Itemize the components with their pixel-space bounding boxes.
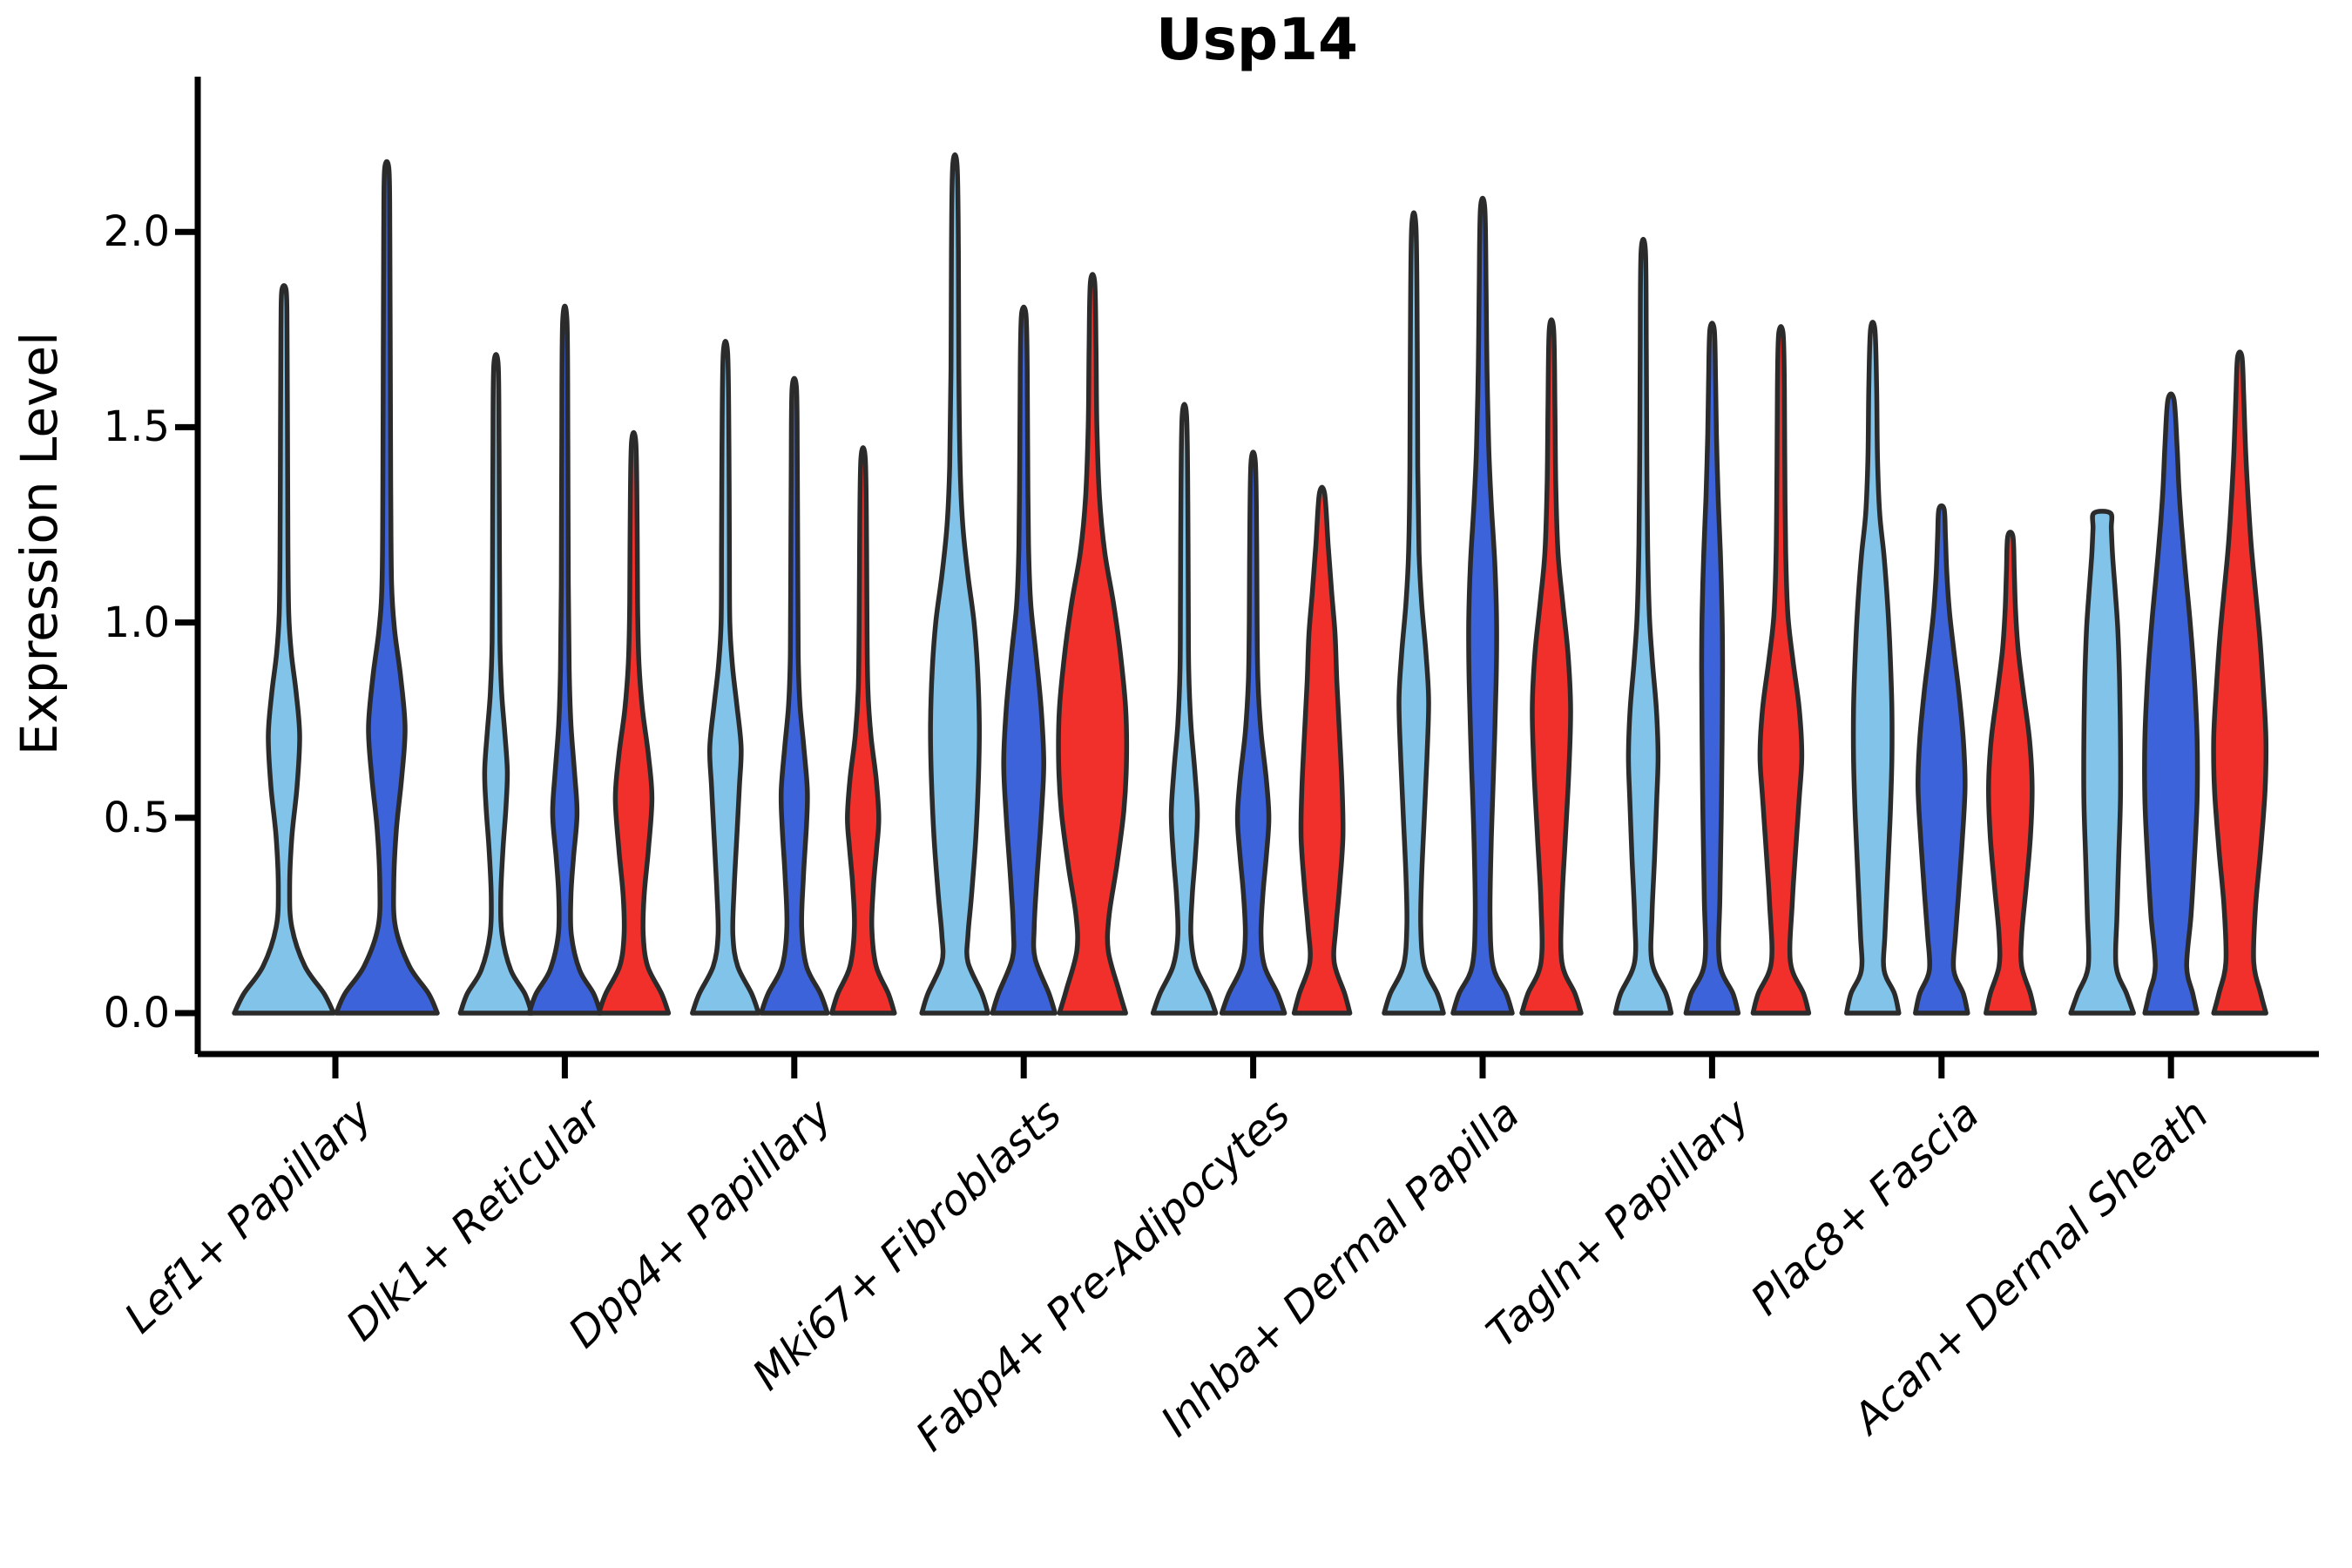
violin-8-red — [1984, 530, 2038, 1016]
chart-title: Usp14 — [1156, 6, 1358, 73]
violin-6-red — [1519, 317, 1584, 1016]
violin-6-dark-blue — [1450, 195, 1515, 1016]
violin-6-light-blue — [1382, 210, 1446, 1016]
y-axis-label: Expression Level — [10, 331, 69, 756]
violin-7-red — [1750, 324, 1812, 1016]
violin-3-light-blue — [690, 339, 761, 1016]
violin-3-dark-blue — [759, 375, 830, 1016]
violin-1-dark-blue — [334, 159, 440, 1016]
y-tick-label: 0.0 — [103, 989, 170, 1037]
violin-4-light-blue — [919, 152, 990, 1016]
y-tick-label: 0.5 — [103, 793, 170, 842]
violin-9-dark-blue — [2142, 391, 2200, 1016]
violin-8-light-blue — [1844, 320, 1902, 1016]
y-tick-label: 1.0 — [103, 598, 170, 647]
violin-4-red — [1056, 272, 1130, 1016]
violin-2-dark-blue — [526, 303, 604, 1016]
violin-7-light-blue — [1612, 236, 1674, 1016]
y-tick-label: 2.0 — [103, 207, 170, 257]
violin-2-light-blue — [457, 352, 535, 1016]
y-tick-label: 1.5 — [103, 402, 170, 452]
violin-1-light-blue — [232, 283, 336, 1016]
violin-5-dark-blue — [1219, 449, 1288, 1016]
violin-5-red — [1291, 484, 1353, 1016]
violin-5-light-blue — [1150, 402, 1219, 1016]
violin-8-dark-blue — [1913, 503, 1970, 1016]
violin-9-red — [2211, 349, 2269, 1016]
violin-7-dark-blue — [1683, 321, 1741, 1016]
violin-3-red — [829, 445, 897, 1016]
violin-4-dark-blue — [990, 304, 1058, 1016]
violin-2-red — [596, 429, 672, 1016]
violin-9-light-blue — [2068, 509, 2136, 1016]
